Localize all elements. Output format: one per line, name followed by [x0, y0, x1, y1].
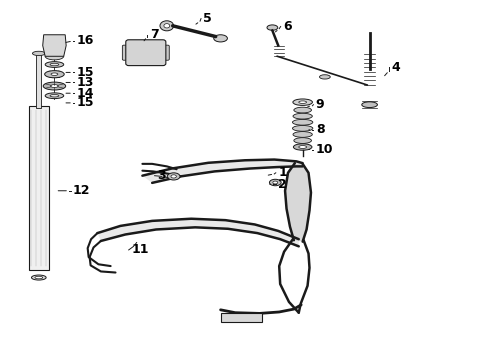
Ellipse shape [51, 73, 58, 76]
Ellipse shape [293, 132, 312, 137]
Text: 15: 15 [76, 66, 94, 79]
Polygon shape [43, 35, 66, 56]
Polygon shape [285, 163, 311, 242]
Ellipse shape [267, 25, 278, 30]
Ellipse shape [45, 62, 64, 67]
Ellipse shape [294, 107, 312, 113]
Text: 13: 13 [76, 76, 94, 89]
Ellipse shape [299, 145, 307, 148]
Polygon shape [98, 219, 299, 246]
Text: 12: 12 [73, 184, 91, 197]
Ellipse shape [362, 102, 377, 108]
FancyBboxPatch shape [126, 40, 166, 66]
Ellipse shape [319, 75, 330, 79]
Ellipse shape [294, 144, 312, 150]
Ellipse shape [273, 181, 278, 184]
Ellipse shape [214, 35, 227, 42]
Text: 9: 9 [316, 98, 324, 111]
Bar [29, 107, 49, 270]
Ellipse shape [50, 85, 58, 87]
Text: 10: 10 [316, 143, 333, 156]
Text: 3: 3 [157, 169, 166, 182]
FancyBboxPatch shape [122, 45, 131, 60]
Ellipse shape [160, 21, 173, 31]
Ellipse shape [293, 120, 313, 125]
Text: 16: 16 [76, 34, 94, 48]
Ellipse shape [32, 51, 45, 55]
Text: 8: 8 [316, 123, 324, 136]
Ellipse shape [294, 138, 312, 143]
Text: 14: 14 [76, 87, 94, 100]
Text: 2: 2 [278, 178, 287, 191]
Ellipse shape [50, 63, 59, 66]
Ellipse shape [164, 24, 170, 28]
Ellipse shape [167, 173, 180, 180]
Text: 5: 5 [203, 12, 212, 25]
FancyBboxPatch shape [160, 45, 169, 60]
Ellipse shape [171, 175, 176, 178]
Ellipse shape [45, 53, 64, 60]
Ellipse shape [35, 276, 43, 279]
Text: 1: 1 [278, 166, 287, 179]
Ellipse shape [293, 126, 313, 131]
Polygon shape [143, 159, 303, 183]
Bar [220, 313, 262, 321]
Text: 7: 7 [150, 28, 158, 41]
Ellipse shape [299, 101, 307, 103]
Text: 6: 6 [283, 20, 292, 33]
Ellipse shape [31, 275, 46, 280]
Text: 4: 4 [392, 60, 400, 73]
Text: 15: 15 [76, 96, 94, 109]
Ellipse shape [45, 93, 64, 99]
Ellipse shape [45, 71, 64, 78]
Text: 11: 11 [131, 243, 148, 256]
Ellipse shape [43, 82, 66, 90]
Ellipse shape [270, 179, 281, 186]
Bar [36, 54, 41, 108]
Ellipse shape [293, 99, 313, 105]
Ellipse shape [293, 113, 312, 119]
Ellipse shape [50, 94, 59, 97]
